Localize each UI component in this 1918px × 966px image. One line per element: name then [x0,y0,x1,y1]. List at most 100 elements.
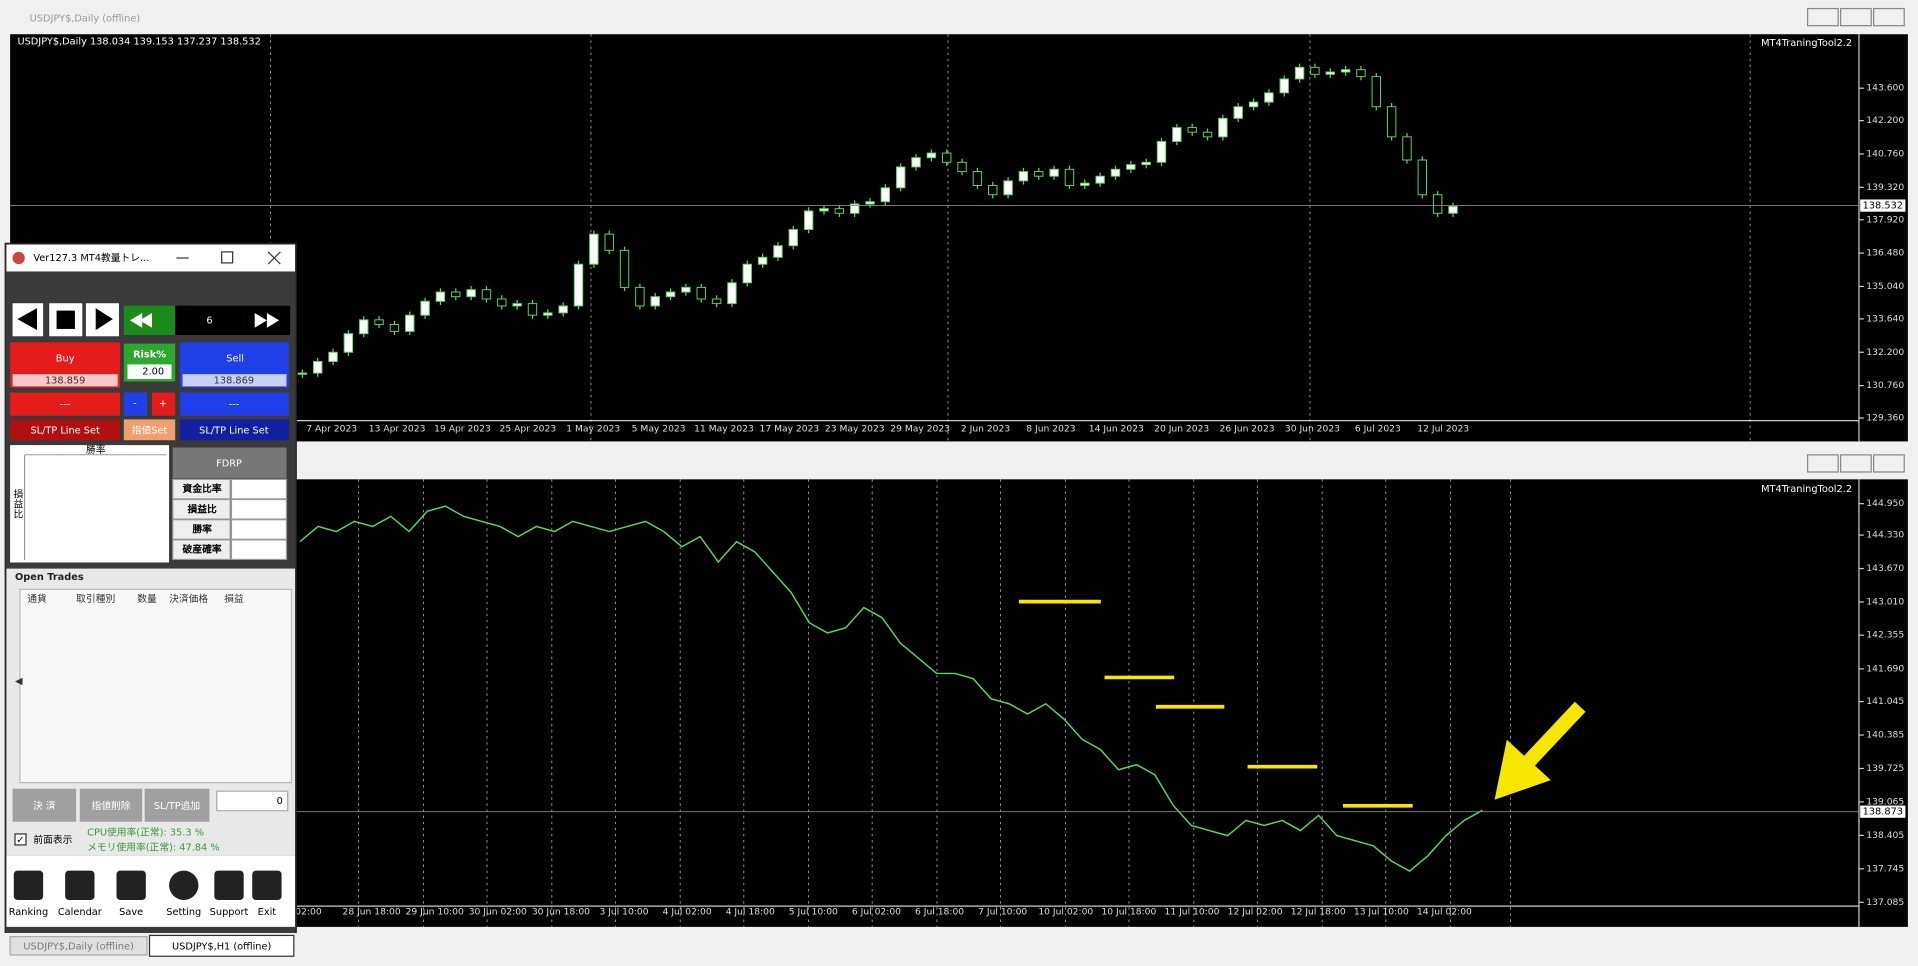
candle [589,233,599,265]
x-tick-label: 12 Jul 02:00 [1228,907,1283,918]
y-tick-label: 137.920 [1866,214,1904,225]
tab-active[interactable] [148,934,295,957]
x-tick-label: 29 May 2023 [890,424,950,435]
candle [543,312,553,316]
candle [681,286,691,293]
lot-input[interactable] [216,790,289,812]
column-header: 通貨 [27,592,47,605]
x-tick-label: 1 May 2023 [566,424,620,435]
y-tick-label: 141.690 [1866,663,1904,674]
svg-text:◀: ◀ [15,676,23,687]
candle [865,201,875,205]
action-button[interactable] [144,788,210,822]
x-tick-label: 7 Apr 2023 [306,424,357,435]
limit-set-button[interactable] [123,419,176,441]
tool-icon[interactable] [169,870,199,900]
stat-label: 資金比率 [183,482,222,495]
speed: 6 [206,315,212,326]
candle [1095,175,1105,184]
tool-icon[interactable] [65,870,95,900]
candle [988,184,998,196]
candle [819,208,829,212]
y-tick-label: 138.405 [1866,830,1904,841]
column-header: 損益 [224,592,244,605]
candle [742,263,752,284]
stat-label: 破産確率 [183,543,222,556]
stat-value [230,539,288,561]
x-tick-label: 4 Jul 02:00 [663,907,712,918]
tool-icon[interactable] [252,870,282,900]
candle [1049,168,1059,177]
column-header: 数量 [137,592,157,605]
candle [880,187,891,203]
action-button[interactable] [12,788,77,822]
candle [727,282,737,305]
candle [512,303,522,307]
column-header: 決済価格 [169,592,208,605]
price-tag-label: 138.532 [1863,201,1903,212]
x-tick-label: 10 Jul 02:00 [1038,907,1093,918]
tab[interactable] [9,936,148,956]
action-button[interactable] [79,788,143,822]
minus-button[interactable] [123,392,148,416]
lot-value: 0 [277,796,283,807]
candle [1064,168,1075,186]
x-tick-label: 02:00 [295,907,322,918]
y-tick-label: 136.480 [1866,248,1904,259]
buy-sl[interactable] [10,392,121,416]
indicator-name: MT4TraningTool2.2 [1761,38,1852,49]
tool-icon[interactable] [214,870,244,900]
tool-icon-label: Save [119,907,143,918]
candle [1340,69,1351,73]
candle [405,314,415,332]
playback[interactable] [12,303,291,337]
stat-value [230,478,288,500]
x-tick-label: 12 Jul 2023 [1417,424,1469,435]
y-tick-label: 140.760 [1866,148,1904,159]
x-tick-label: 14 Jul 02:00 [1417,907,1472,918]
daily-chart-bg [10,34,1908,442]
panel-window-buttons[interactable] [176,251,281,265]
price-tag [1860,805,1906,818]
buy-line-button[interactable] [10,419,121,441]
candle [1248,101,1259,108]
sell-line-text: SL/TP Line Set [199,425,269,436]
sell-price: 138.869 [214,375,254,386]
stat-value [230,519,288,540]
candle [389,323,400,332]
candle [926,152,937,159]
window-buttons[interactable] [1807,7,1905,473]
candle [573,263,584,307]
tool-icon[interactable] [116,870,146,900]
y-tick-label: 133.640 [1866,313,1904,324]
buy-price: 138.859 [45,375,85,386]
tool-icon[interactable] [13,870,44,900]
candle [942,152,952,163]
x-tick-label: 19 Apr 2023 [434,424,491,435]
sell-sl[interactable] [180,392,289,416]
win-axis: 勝率 [86,443,106,456]
x-tick-label: 6 Jul 2023 [1355,424,1401,435]
front-checkbox[interactable] [14,833,27,846]
x-tick-label: 13 Apr 2023 [369,424,426,435]
tool-panel: Ver127.3 MT4教量トレ... 6 Buy 138.859 Risk% … [4,242,297,938]
candle [1003,180,1013,196]
sell-line-button[interactable] [180,419,289,441]
action-button-label: 決 済 [33,799,56,812]
action-button-label: SL/TP追加 [154,799,200,812]
candle [1371,76,1382,108]
plus-button[interactable] [151,392,176,416]
y-tick-label: 143.600 [1866,83,1904,94]
tab-label: USDJPY$,Daily (offline) [23,941,133,952]
risk-input[interactable] [127,364,172,380]
stat-label: 損益比 [187,502,217,515]
y-tick-label: 139.320 [1866,182,1904,193]
fdrp-button[interactable] [172,447,287,479]
candle [451,291,461,298]
candle [972,171,983,186]
candle [803,210,814,230]
x-tick-label: 4 Jul 18:00 [726,907,775,918]
candle [665,291,676,298]
candle [1018,171,1029,182]
price-tag-label: 138.873 [1863,807,1903,818]
